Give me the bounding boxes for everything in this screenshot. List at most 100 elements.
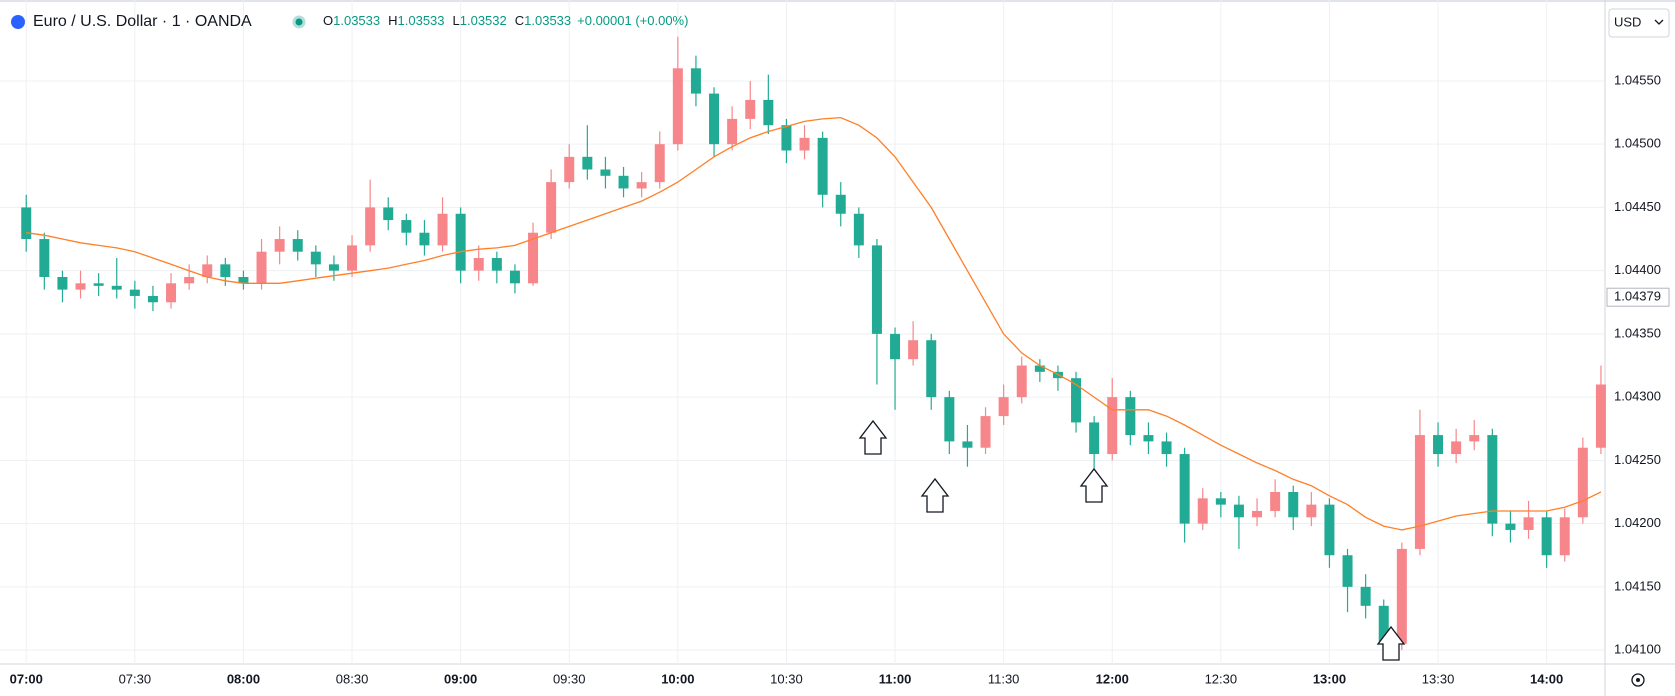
ohlc-key: O: [323, 13, 333, 28]
signal-arrows: [858, 419, 1406, 661]
y-tick-label: 1.04300: [1614, 389, 1661, 404]
candle-body: [1233, 504, 1244, 518]
ohlc-legend: O1.03533 H1.03533 L1.03532 C1.03533 +0.00001…: [323, 13, 688, 28]
candle-body: [1143, 435, 1154, 442]
candle-body: [618, 175, 629, 189]
candle-body: [1306, 504, 1317, 518]
candle-body: [238, 276, 249, 284]
candle-body: [853, 213, 864, 246]
candle-body: [1469, 435, 1480, 442]
ohlc-value: 1.03533: [333, 13, 380, 28]
candle-body: [129, 289, 140, 296]
candle-body: [835, 194, 846, 214]
up-arrow: [1376, 625, 1406, 661]
candle-body: [926, 340, 937, 398]
y-tick-label: 1.04400: [1614, 262, 1661, 277]
candle-body: [75, 283, 86, 290]
candle-body: [1577, 447, 1588, 518]
candle-body: [1595, 384, 1606, 448]
candle-body: [1414, 435, 1425, 549]
ohlc-key: C: [515, 13, 524, 28]
settings-icon[interactable]: [1631, 673, 1645, 687]
candle-body: [962, 441, 973, 448]
candle-body: [147, 295, 158, 303]
candle-body: [600, 169, 611, 176]
candle-body: [310, 251, 321, 265]
y-tick-label: 1.04100: [1614, 642, 1661, 657]
x-tick-label: 14:00: [1530, 671, 1563, 686]
ohlc-value: 1.03533: [524, 13, 571, 28]
candle-body: [528, 232, 539, 284]
candle-body: [1505, 523, 1516, 530]
symbol-title: Euro / U.S. Dollar · 1 · OANDA: [33, 13, 252, 30]
candle-body: [1197, 498, 1208, 524]
y-tick-label: 1.04250: [1614, 452, 1661, 467]
candle-body: [93, 283, 104, 286]
candle-body: [1252, 510, 1263, 518]
candle-body: [944, 397, 955, 442]
candle-body: [111, 285, 122, 290]
price-marker-label: 1.04379: [1614, 289, 1661, 304]
candle-body: [1523, 517, 1534, 530]
candle-body: [1324, 504, 1335, 556]
ohlc-value: 1.03532: [460, 13, 507, 28]
candle-body: [509, 270, 520, 284]
y-tick-label: 1.04150: [1614, 578, 1661, 593]
ohlc-value: 1.03533: [398, 13, 445, 28]
candle-body: [582, 156, 593, 170]
ohlc-key: L: [453, 13, 460, 28]
candle-body: [672, 68, 683, 145]
candle-body: [1107, 397, 1118, 455]
x-tick-label: 09:30: [553, 671, 586, 686]
x-tick-label: 08:30: [336, 671, 369, 686]
currency-button[interactable]: [1608, 8, 1670, 38]
candle-body: [21, 207, 32, 240]
candle-body: [654, 144, 665, 183]
candle-body: [690, 68, 701, 94]
candle-body: [328, 264, 339, 271]
candle-body: [727, 118, 738, 145]
candle-body: [202, 264, 213, 277]
x-tick-label: 07:30: [119, 671, 152, 686]
x-tick-label: 10:30: [770, 671, 803, 686]
currency-caret[interactable]: [1654, 19, 1664, 25]
candle-body: [274, 239, 285, 252]
x-tick-label: 11:30: [988, 671, 1020, 686]
y-tick-label: 1.04550: [1614, 72, 1661, 87]
symbol-icon: [11, 15, 25, 29]
up-arrow: [1079, 467, 1109, 503]
candle-body: [745, 99, 756, 119]
candle-body: [546, 182, 557, 233]
up-arrow: [920, 477, 950, 513]
candle-body: [1451, 441, 1462, 455]
candle-body: [1034, 365, 1045, 372]
candle-body: [491, 258, 502, 271]
candle-body: [1089, 422, 1100, 455]
ohlc-change: +0.00001 (+0.00%): [577, 13, 688, 28]
candle-body: [709, 93, 720, 145]
ohlc-key: H: [388, 13, 397, 28]
candle-body: [890, 333, 901, 360]
settings-icon-dot[interactable]: [1636, 678, 1640, 682]
candle-body: [1288, 491, 1299, 518]
candle-body: [1396, 548, 1407, 644]
candle-body: [1559, 517, 1570, 556]
candle-body: [1378, 605, 1389, 644]
candle-body: [437, 213, 448, 246]
currency-label[interactable]: USD: [1614, 14, 1641, 29]
candle-body: [1342, 555, 1353, 587]
x-tick-label: 12:30: [1205, 671, 1238, 686]
candle-body: [1016, 365, 1027, 398]
candle-body: [184, 276, 195, 284]
candle-body: [908, 340, 919, 360]
candle-body: [1270, 491, 1281, 511]
candle-body: [871, 245, 882, 334]
candle-body: [256, 251, 267, 284]
candle-body: [57, 276, 68, 290]
candle-body: [292, 239, 303, 252]
candle-body: [1125, 397, 1136, 436]
up-arrow: [858, 419, 888, 455]
candle-body: [980, 416, 991, 448]
candle-body: [1215, 498, 1226, 505]
